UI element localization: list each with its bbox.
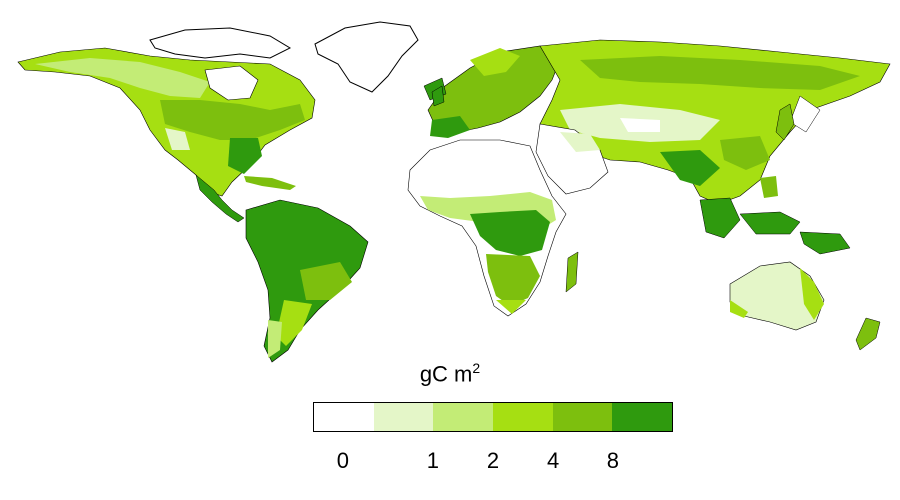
legend-tick-label: 8 xyxy=(606,448,619,473)
legend-bin-5 xyxy=(612,403,673,431)
legend-bin-0 xyxy=(314,403,374,431)
legend-tick-label: 1 xyxy=(426,448,439,473)
legend-colorbar xyxy=(313,402,673,432)
legend-bin-2 xyxy=(433,403,494,431)
legend-tick-label: 0 xyxy=(336,448,349,473)
legend-title: gC m2 xyxy=(419,360,481,387)
north-america xyxy=(17,47,316,197)
europe xyxy=(423,45,561,138)
greenland xyxy=(314,21,419,93)
legend-bin-1 xyxy=(373,403,434,431)
australia xyxy=(729,261,825,331)
arctic-islands xyxy=(149,27,292,59)
british-isles xyxy=(431,85,445,107)
asia xyxy=(539,39,891,205)
new-zealand xyxy=(855,317,881,351)
legend-bin-3 xyxy=(493,403,553,431)
legend-tick-label: 2 xyxy=(486,448,500,473)
legend-tick-label: 4 xyxy=(546,448,560,473)
africa xyxy=(407,139,579,317)
japan xyxy=(775,103,795,141)
legend-bin-4 xyxy=(552,403,613,431)
central-america xyxy=(195,174,296,223)
southeast-asia xyxy=(699,176,851,255)
world-map xyxy=(17,21,891,363)
middle-east xyxy=(535,123,609,195)
south-america xyxy=(245,199,369,363)
